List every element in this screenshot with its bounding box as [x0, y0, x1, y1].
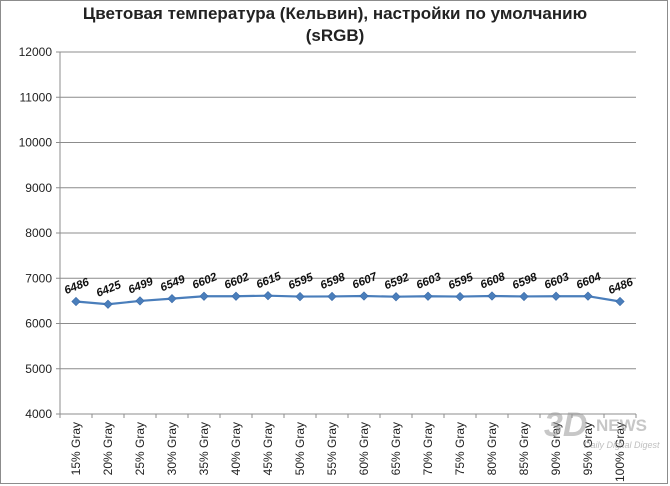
x-tick-label: 90% Gray: [549, 422, 563, 475]
data-label: 6595: [447, 271, 476, 292]
y-tick-label: 10000: [19, 136, 53, 150]
data-point: [551, 291, 561, 301]
data-label: 6549: [159, 273, 188, 294]
data-point: [231, 291, 241, 301]
y-tick-label: 8000: [25, 226, 52, 240]
data-label: 6604: [575, 271, 604, 292]
data-markers: [71, 291, 625, 309]
x-tick-label: 65% Gray: [389, 422, 403, 475]
x-tick-label: 60% Gray: [357, 422, 371, 475]
x-tick-labels: 15% Gray 20% Gray 25% Gray 30% Gray 35% Gray…: [69, 422, 627, 482]
y-tick-label: 9000: [25, 181, 52, 195]
data-point: [135, 296, 145, 306]
gridlines: [60, 51, 636, 370]
series-line-layer: [75, 294, 621, 306]
y-tick-label: 12000: [19, 45, 53, 59]
watermark-logo-news: NEWS: [596, 416, 647, 435]
x-tick-label: 25% Gray: [133, 422, 147, 475]
data-point: [455, 291, 465, 302]
y-tick-label: 11000: [20, 90, 53, 104]
chart-title-line-2: (sRGB): [305, 26, 365, 45]
data-point: [199, 291, 209, 301]
watermark-logo-3d: 3D: [544, 406, 588, 444]
x-tick-label: 85% Gray: [517, 422, 531, 475]
data-point: [103, 299, 113, 309]
data-label: 6608: [479, 271, 508, 292]
data-label: 6598: [511, 271, 540, 292]
data-label: 6486: [63, 276, 92, 297]
data-point: [295, 291, 305, 302]
data-label: 6592: [383, 271, 412, 292]
x-tick-label: 35% Gray: [197, 422, 211, 475]
x-tick-label: 95% Gray: [581, 422, 595, 475]
data-label: 6615: [255, 270, 284, 291]
watermark-tagline: Daily Digital Digest: [584, 440, 660, 450]
y-tick-label: 7000: [25, 271, 52, 285]
x-tick-label: 20% Gray: [101, 422, 115, 475]
data-label: 6486: [607, 276, 636, 297]
x-tick-label: 50% Gray: [293, 422, 307, 475]
data-label: 6595: [287, 271, 316, 292]
x-tick-label: 55% Gray: [325, 422, 339, 475]
x-tick-label: 100% Gray: [613, 422, 627, 482]
data-point: [71, 296, 81, 307]
x-tick-label: 80% Gray: [485, 422, 499, 475]
x-tick-label: 30% Gray: [165, 422, 179, 475]
data-point: [423, 291, 433, 301]
data-point: [487, 291, 497, 301]
y-tick-label: 6000: [25, 317, 52, 331]
x-tick-label: 75% Gray: [453, 422, 467, 475]
x-tick-label: 40% Gray: [229, 422, 243, 475]
data-label: 6425: [95, 279, 124, 300]
data-label: 6598: [319, 271, 348, 292]
y-tick-labels: 4000 5000 6000 7000 8000 9000 10000 11000 12000: [19, 45, 53, 421]
data-label: 6607: [351, 271, 380, 292]
y-tick-label: 4000: [25, 407, 52, 421]
y-tick-label: 5000: [25, 362, 52, 376]
chart-title-line-1: Цветовая температура (Кельвин), настройк…: [82, 4, 588, 23]
data-label: 6602: [223, 271, 252, 292]
watermark-logo: 3D NEWS Daily Digital Digest: [544, 404, 662, 464]
data-point: [519, 291, 529, 302]
data-point: [263, 291, 273, 301]
data-label: 6603: [543, 271, 572, 292]
data-point: [391, 292, 401, 302]
data-point: [327, 291, 337, 302]
data-point: [583, 291, 593, 301]
series-line: [75, 294, 621, 306]
data-label: 6603: [415, 271, 444, 292]
x-tick-label: 70% Gray: [421, 422, 435, 475]
data-point: [359, 291, 369, 301]
axes: [56, 51, 637, 418]
x-tick-label: 45% Gray: [261, 422, 275, 475]
data-label: 6602: [191, 271, 220, 292]
data-point: [615, 296, 625, 307]
x-tick-label: 15% Gray: [69, 422, 83, 475]
data-point: [167, 294, 177, 304]
